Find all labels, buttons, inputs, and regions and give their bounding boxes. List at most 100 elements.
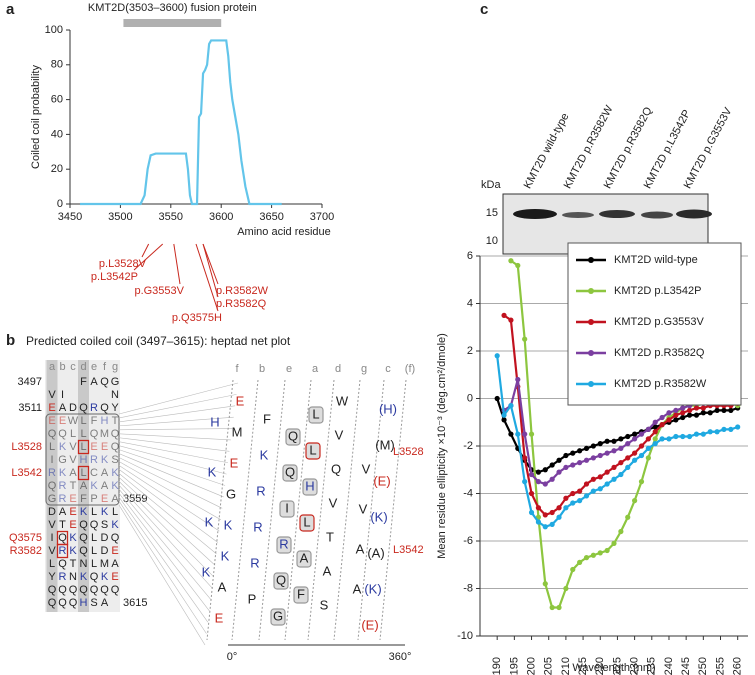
- data-point: [652, 441, 658, 447]
- net-residue: G: [226, 486, 236, 501]
- grid-box: [45, 413, 120, 506]
- x-tick-label: 240: [663, 657, 675, 675]
- net-header: e: [286, 363, 292, 375]
- net-residue: K: [224, 517, 233, 532]
- row-label: L3542: [11, 467, 42, 479]
- data-point: [604, 481, 610, 487]
- net-residue: K: [221, 548, 230, 563]
- residue: F: [91, 415, 98, 427]
- data-point: [570, 500, 576, 506]
- grid-core-column: [46, 360, 58, 612]
- core-box: [308, 406, 324, 424]
- residue: R: [90, 402, 98, 414]
- residue: L: [80, 415, 86, 427]
- data-point: [728, 426, 734, 432]
- x-axis-label: Wavelength (nm): [572, 662, 655, 674]
- mutation-line: [195, 243, 219, 312]
- net-residue: (K): [370, 509, 387, 524]
- y-axis-label: Coiled coil probability: [30, 65, 42, 169]
- net-guide: [231, 379, 259, 641]
- net-header: b: [259, 363, 265, 375]
- data-point: [535, 519, 542, 525]
- row-label: 3559: [123, 493, 147, 505]
- net-residue: A: [300, 550, 309, 565]
- data-point: [618, 528, 624, 535]
- data-point: [563, 585, 569, 592]
- data-point: [625, 514, 631, 520]
- residue: A: [111, 493, 119, 505]
- data-point: [522, 479, 528, 485]
- residue: N: [69, 571, 77, 583]
- hatch-line: [118, 485, 213, 589]
- data-point: [590, 455, 596, 461]
- data-point: [604, 469, 610, 475]
- x-tick-label: 250: [697, 657, 709, 675]
- residue: K: [80, 571, 88, 583]
- data-point: [700, 405, 706, 411]
- residue: K: [80, 506, 88, 518]
- data-point: [632, 450, 638, 456]
- x-tick-label: 235: [646, 657, 658, 675]
- residue: K: [69, 532, 77, 544]
- residue: Q: [79, 519, 88, 531]
- data-point: [604, 450, 610, 456]
- residue: S: [111, 454, 118, 466]
- residue: I: [61, 389, 64, 401]
- net-residue: Q: [288, 428, 298, 443]
- y-tick-label: 80: [51, 59, 63, 71]
- data-point: [515, 376, 521, 383]
- y-tick-label: 6: [467, 250, 473, 262]
- residue: I: [50, 532, 53, 544]
- residue: K: [59, 441, 67, 453]
- residue: V: [69, 441, 77, 453]
- mutation-line: [202, 243, 219, 285]
- residue: R: [59, 571, 67, 583]
- residue: V: [48, 519, 56, 531]
- hatch-line: [118, 488, 211, 600]
- hatch-line: [118, 433, 231, 441]
- net-residue: Q: [276, 572, 286, 587]
- data-point: [577, 488, 583, 494]
- mutation-line: [141, 243, 150, 258]
- data-point: [583, 481, 590, 487]
- net-residue: E: [230, 455, 239, 470]
- data-point: [604, 438, 610, 444]
- net-header: c: [385, 363, 391, 375]
- data-point: [638, 431, 645, 437]
- net-residue: I: [285, 500, 289, 515]
- data-point: [556, 604, 562, 611]
- data-point: [680, 433, 686, 440]
- core-box: [273, 572, 289, 590]
- residue: D: [48, 506, 56, 518]
- data-point: [577, 559, 583, 565]
- net-residue: (E): [361, 617, 378, 632]
- net-residue: L: [309, 442, 316, 457]
- residue: E: [101, 441, 108, 453]
- data-line: [80, 39, 282, 206]
- residue: N: [111, 389, 119, 401]
- data-point: [659, 414, 665, 421]
- data-point: [556, 514, 562, 520]
- residue: Q: [90, 571, 99, 583]
- data-point: [604, 547, 610, 554]
- residue: S: [101, 519, 108, 531]
- net-header: g: [361, 363, 367, 375]
- hatch-line: [118, 382, 239, 415]
- residue: S: [90, 597, 97, 609]
- blot-marker: 10: [486, 235, 498, 247]
- mutation-box: [77, 439, 90, 455]
- blot-marker: 15: [486, 207, 498, 219]
- hatch-line: [118, 457, 223, 509]
- data-point: [508, 431, 514, 437]
- residue: Q: [79, 545, 88, 557]
- core-box: [299, 514, 315, 532]
- data-point: [494, 395, 500, 402]
- hatch-line: [118, 473, 217, 555]
- data-point: [673, 412, 679, 418]
- residue: A: [80, 480, 88, 492]
- core-box: [270, 608, 286, 626]
- residue: Q: [79, 532, 88, 544]
- residue: Q: [69, 584, 78, 596]
- residue: K: [59, 467, 67, 479]
